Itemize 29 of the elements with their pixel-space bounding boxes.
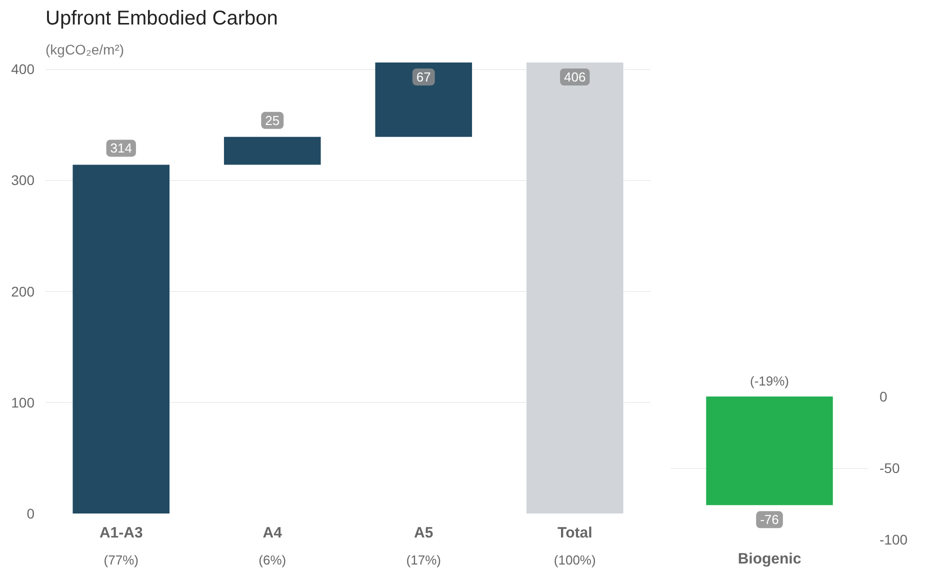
x-tick-label: A5	[414, 524, 434, 542]
y-tick-label: 0	[880, 388, 888, 404]
text: (100%)	[554, 552, 596, 568]
data-label: 314	[110, 140, 132, 156]
chart-subtitle: (kgCO₂e/m²)	[46, 42, 124, 58]
chart-title: Upfront Embodied Carbon	[46, 8, 278, 30]
y-tick-label: 400	[11, 61, 35, 78]
data-label: -76	[760, 512, 779, 528]
y-tick-label: -100	[880, 532, 908, 548]
text: (6%)	[258, 552, 286, 568]
bar	[72, 164, 170, 514]
data-label: 406	[564, 70, 586, 84]
text: (77%)	[104, 552, 138, 568]
text: (-19%)	[750, 374, 790, 388]
x-tick-label: A4	[262, 524, 283, 542]
y-tick-label: 300	[11, 172, 35, 188]
y-tick-label: 200	[11, 283, 35, 300]
bar	[224, 136, 321, 165]
x-tick-label: Biogenic	[738, 550, 802, 568]
data-label: 67	[416, 70, 431, 84]
x-tick-label: Total	[558, 524, 592, 542]
text: (17%)	[406, 552, 441, 568]
data-label: 25	[265, 112, 280, 128]
y-tick-label: 100	[11, 394, 35, 410]
x-tick-label: A1-A3	[99, 524, 143, 542]
bar	[375, 62, 472, 137]
bar	[526, 62, 624, 514]
y-tick-label: -50	[880, 460, 900, 476]
y-tick-label: 0	[26, 506, 35, 522]
